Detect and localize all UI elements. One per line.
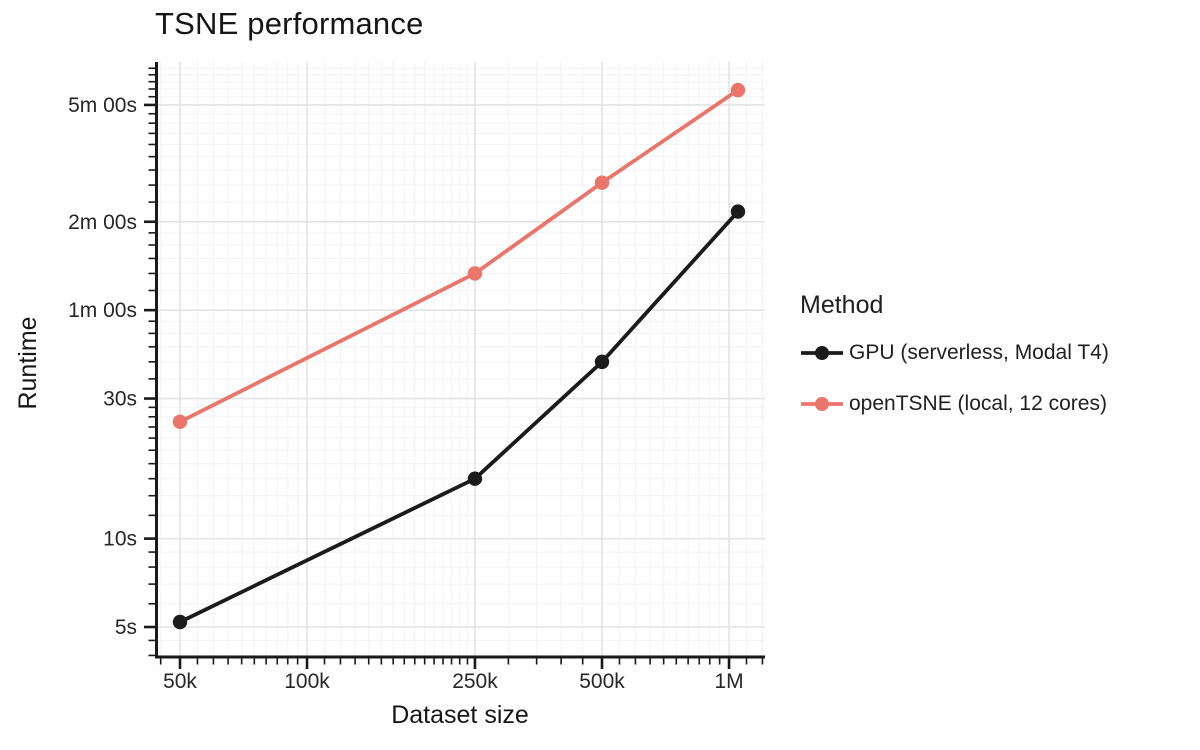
data-point-gpu <box>172 614 188 630</box>
data-point-opentsne <box>172 414 188 429</box>
x-tick-label: 500k <box>579 670 625 693</box>
minor-gridlines <box>156 62 765 657</box>
legend-items: GPU (serverless, Modal T4) openTSNE (loca… <box>800 341 1109 416</box>
legend-key-icon-opentsne <box>801 397 843 411</box>
legend-item-label: openTSNE (local, 12 cores) <box>849 392 1107 415</box>
x-axis-title: Dataset size <box>391 701 529 729</box>
series-line-opentsne <box>178 88 740 424</box>
legend-item-label: GPU (serverless, Modal T4) <box>849 341 1109 364</box>
data-point-gpu <box>730 204 746 219</box>
legend-item-opentsne: openTSNE (local, 12 cores) <box>800 392 1109 416</box>
y-tick-label: 5m 00s <box>68 94 137 117</box>
y-tick-label: 30s <box>103 388 137 411</box>
x-tick-label: 1M <box>714 670 743 693</box>
tick-labels: 50k 100k 250k 500k 1M 5s 10s 30s 1m 00s 2m 00s 5m … <box>68 94 744 693</box>
legend-key-dot <box>815 346 829 360</box>
x-tick-label: 100k <box>284 670 330 693</box>
x-tick-label: 50k <box>163 670 197 693</box>
series <box>172 82 746 630</box>
data-point-opentsne <box>730 82 746 98</box>
legend-key-dot <box>815 397 829 411</box>
y-tick-label: 10s <box>103 528 137 551</box>
data-point-opentsne <box>594 175 610 190</box>
data-point-opentsne <box>467 266 483 281</box>
chart-title: TSNE performance <box>155 6 424 41</box>
y-tick-label: 2m 00s <box>68 211 137 234</box>
y-tick-label: 1m 00s <box>68 299 137 322</box>
y-tick-label: 5s <box>115 616 137 639</box>
series-line-gpu <box>178 209 740 624</box>
legend-item-gpu: GPU (serverless, Modal T4) <box>800 341 1109 365</box>
axis-ticks <box>144 67 764 669</box>
legend-title: Method <box>800 291 884 319</box>
data-point-gpu <box>467 471 483 486</box>
data-point-gpu <box>594 354 610 370</box>
legend: Method GPU (serverless, Modal T4) openTSN… <box>800 291 1109 416</box>
y-axis-title: Runtime <box>14 316 42 410</box>
legend-key-icon-gpu <box>801 346 843 360</box>
axes <box>155 62 765 659</box>
x-tick-label: 250k <box>452 670 498 693</box>
major-gridlines <box>156 62 765 656</box>
